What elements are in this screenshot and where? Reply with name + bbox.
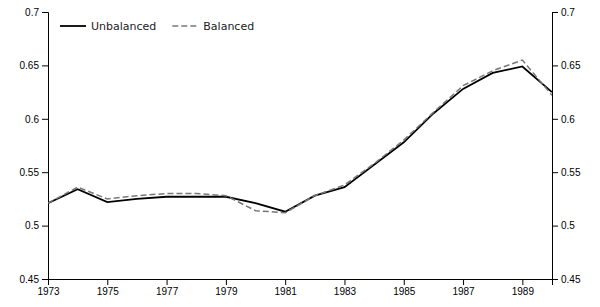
y-axis: 0.45 0.5 0.55 0.6 0.65 0.7 [20, 7, 49, 285]
tick-label: 1977 [156, 286, 179, 297]
tick-mark [344, 279, 345, 285]
tick-mark [42, 12, 48, 13]
series-line [48, 60, 552, 213]
x-axis: 1973 1975 1977 1979 1981 1983 1985 1987 1989 [37, 279, 552, 297]
tick-mark [167, 279, 168, 285]
tick-label: 0.6 [25, 114, 39, 125]
tick-mark [552, 279, 558, 280]
tick-mark [42, 172, 48, 173]
tick-mark [42, 119, 48, 120]
tick: 0.45 [20, 274, 48, 285]
plot: 1973 1975 1977 1979 1981 1983 1985 1987 1989 0.45… [20, 7, 581, 297]
tick-mark [552, 172, 558, 173]
tick-mark [226, 279, 227, 285]
tick: 0.55 [552, 167, 581, 178]
tick: 1985 [393, 279, 416, 297]
tick-label: 1987 [452, 286, 475, 297]
tick: 1975 [97, 279, 120, 297]
tick-label: 0.65 [20, 60, 40, 71]
lines [48, 60, 552, 213]
tick: 0.7 [25, 7, 48, 18]
tick-mark [404, 279, 405, 285]
axis-line [42, 13, 49, 280]
tick-mark [463, 279, 464, 285]
tick-label: 1989 [512, 286, 535, 297]
chart: 1973 1975 1977 1979 1981 1983 1985 1987 1989 0.45… [0, 0, 600, 307]
tick-mark [552, 65, 558, 66]
tick-label: 0.6 [561, 114, 575, 125]
tick: 0.7 [552, 7, 575, 18]
tick: 0.6 [552, 114, 575, 125]
tick-label: 1985 [393, 286, 416, 297]
tick-label: 0.7 [25, 7, 39, 18]
tick: 1979 [215, 279, 238, 297]
tick-label: 1983 [334, 286, 357, 297]
tick: 0.65 [20, 60, 48, 71]
tick-label: 0.5 [25, 220, 39, 231]
legend-swatch [60, 25, 86, 27]
tick-label: 0.65 [561, 60, 581, 71]
tick-label: 0.55 [561, 167, 581, 178]
tick: 0.45 [552, 274, 581, 285]
tick-mark [107, 279, 108, 285]
tick-label: 0.45 [561, 274, 581, 285]
tick: 1983 [334, 279, 357, 297]
legend-label: Balanced [203, 20, 254, 33]
tick-mark [552, 226, 558, 227]
legend-item: Unbalanced [60, 20, 156, 33]
tick-mark [285, 279, 286, 285]
tick: 1989 [512, 279, 535, 297]
y2-axis: 0.45 0.5 0.55 0.6 0.65 0.7 [552, 7, 581, 285]
axis-line [553, 13, 559, 280]
tick-label: 1979 [215, 286, 238, 297]
tick-label: 0.7 [561, 7, 575, 18]
tick: 0.5 [25, 220, 48, 231]
tick: 1981 [275, 279, 298, 297]
tick: 0.6 [25, 114, 48, 125]
tick-mark [42, 226, 48, 227]
tick-label: 1975 [97, 286, 120, 297]
tick-label: 0.45 [20, 274, 40, 285]
tick-mark [42, 65, 48, 66]
tick: 1973 [37, 279, 60, 297]
tick-label: 0.55 [20, 167, 40, 178]
tick-label: 1981 [275, 286, 298, 297]
tick-mark [552, 12, 558, 13]
legend: Unbalanced Balanced [60, 20, 254, 33]
tick-mark [522, 279, 523, 285]
tick-mark [42, 279, 48, 280]
tick: 0.55 [20, 167, 48, 178]
legend-label: Unbalanced [91, 20, 156, 33]
legend-swatch [172, 25, 198, 27]
tick: 1987 [452, 279, 475, 297]
legend-item: Balanced [172, 20, 254, 33]
tick-label: 0.5 [561, 220, 575, 231]
axis-line [49, 280, 553, 286]
tick: 0.5 [552, 220, 575, 231]
tick-mark [552, 119, 558, 120]
tick: 0.65 [552, 60, 581, 71]
tick-label: 1973 [37, 286, 60, 297]
tick: 1977 [156, 279, 179, 297]
series-line [48, 66, 552, 211]
